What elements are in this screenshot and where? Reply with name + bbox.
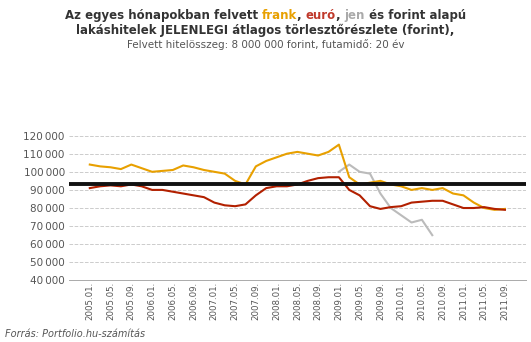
- Text: Forrás: Portfolio.hu-számítás: Forrás: Portfolio.hu-számítás: [5, 329, 145, 339]
- Text: ,: ,: [336, 9, 345, 22]
- Text: és forint alapú: és forint alapú: [365, 9, 466, 22]
- Text: lakáshitelek JELENLEGI átlagos törlesztőrészlete (forint),: lakáshitelek JELENLEGI átlagos törlesztő…: [76, 24, 455, 37]
- Text: ,: ,: [297, 9, 306, 22]
- Text: Felvett hitelösszeg: 8 000 000 forint, futamidő: 20 év: Felvett hitelösszeg: 8 000 000 forint, f…: [127, 39, 404, 50]
- Text: Az egyes hónapokban felvett: Az egyes hónapokban felvett: [65, 9, 262, 22]
- Text: jen: jen: [345, 9, 365, 22]
- Text: frank: frank: [262, 9, 297, 22]
- Text: euró: euró: [306, 9, 336, 22]
